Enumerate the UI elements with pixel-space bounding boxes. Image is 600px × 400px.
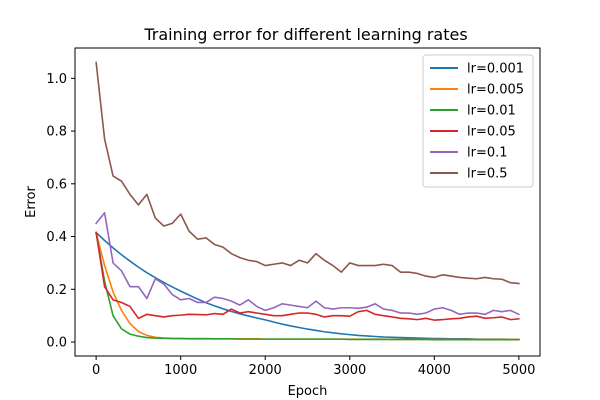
x-tick-label: 3000 bbox=[333, 363, 366, 378]
x-tick-label: 1000 bbox=[164, 363, 197, 378]
y-axis: 0.0 0.2 0.4 0.6 0.8 1.0 bbox=[46, 72, 75, 351]
legend-label-0: lr=0.001 bbox=[467, 62, 524, 77]
legend-label-2: lr=0.01 bbox=[467, 104, 516, 119]
series-layer bbox=[95, 61, 520, 341]
y-tick-label: 0.8 bbox=[46, 125, 67, 140]
y-tick-label: 0.6 bbox=[46, 177, 67, 192]
legend-label-3: lr=0.05 bbox=[467, 125, 516, 140]
chart-title: Training error for different learning ra… bbox=[143, 25, 467, 44]
x-tick-label: 4000 bbox=[418, 363, 451, 378]
series-line-3 bbox=[95, 231, 520, 321]
x-axis: 0 1000 2000 3000 4000 5000 bbox=[92, 356, 535, 378]
y-tick-label: 0.2 bbox=[46, 283, 67, 298]
series-line-4 bbox=[95, 212, 520, 316]
x-tick-label: 0 bbox=[92, 363, 100, 378]
x-axis-label: Epoch bbox=[288, 384, 328, 399]
y-axis-label: Error bbox=[24, 186, 39, 218]
series-line-2 bbox=[95, 231, 520, 341]
x-tick-label: 5000 bbox=[502, 363, 535, 378]
y-tick-label: 1.0 bbox=[46, 72, 67, 87]
legend-label-5: lr=0.5 bbox=[467, 167, 508, 182]
y-tick-label: 0.0 bbox=[46, 336, 67, 351]
legend-label-4: lr=0.1 bbox=[467, 146, 508, 161]
legend: lr=0.001 lr=0.005 lr=0.01 lr=0.05 lr=0.1 lr=0… bbox=[422, 54, 534, 188]
plot-frame bbox=[74, 47, 541, 357]
y-tick-label: 0.4 bbox=[46, 230, 67, 245]
series-line-5 bbox=[95, 61, 520, 285]
legend-label-1: lr=0.005 bbox=[467, 83, 524, 98]
x-tick-label: 2000 bbox=[249, 363, 282, 378]
